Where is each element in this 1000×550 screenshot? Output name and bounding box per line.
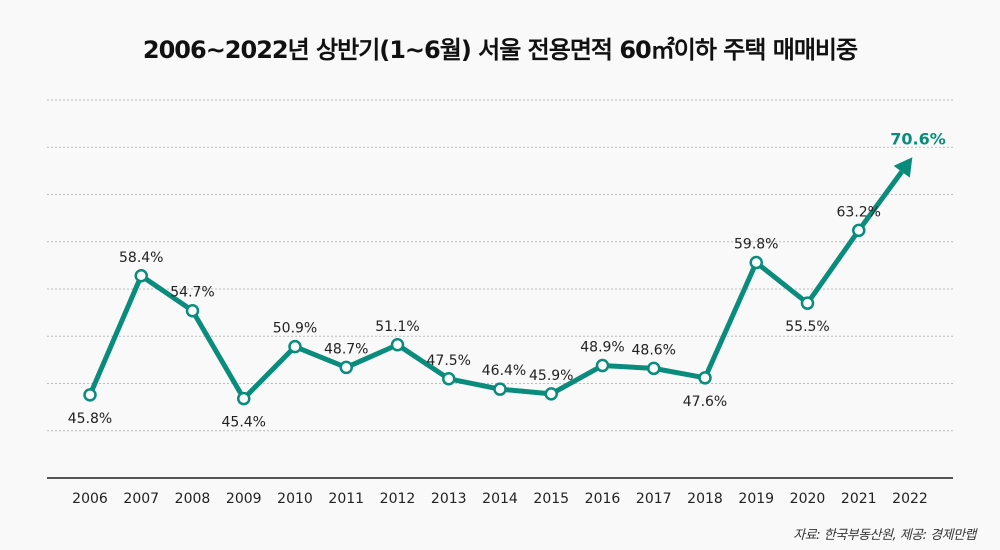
data-label: 47.5% [427, 353, 471, 369]
data-label: 58.4% [119, 250, 163, 266]
data-label: 70.6% [890, 129, 946, 148]
data-point [493, 382, 507, 396]
data-point [749, 255, 763, 270]
x-tick-label: 2018 [687, 491, 723, 507]
data-point [83, 388, 97, 402]
x-tick-label: 2019 [738, 491, 774, 507]
data-label: 59.8% [734, 237, 778, 253]
x-tick-label: 2011 [328, 491, 364, 507]
data-point [390, 338, 405, 352]
data-label: 51.1% [375, 319, 419, 335]
data-point [595, 358, 610, 373]
x-tick-label: 2021 [841, 491, 877, 507]
data-label: 48.6% [632, 342, 676, 358]
x-tick-label: 2009 [226, 491, 262, 507]
x-tick-label: 2010 [277, 491, 313, 507]
x-tick-label: 2020 [790, 491, 826, 507]
data-point [339, 360, 353, 375]
source-note: 자료: 한국부동산원, 제공: 경제만랩 [793, 528, 976, 543]
x-tick-label: 2014 [482, 491, 518, 507]
data-point [288, 339, 302, 354]
data-label: 48.9% [580, 340, 624, 356]
data-label: 54.7% [170, 285, 214, 301]
x-tick-label: 2007 [123, 491, 159, 507]
data-label: 46.4% [482, 363, 526, 379]
x-tick-label: 2016 [585, 491, 621, 507]
data-point [134, 269, 148, 283]
data-point [185, 303, 200, 318]
x-tick-label: 2008 [175, 491, 211, 507]
x-tick-label: 2022 [892, 491, 928, 507]
x-tick-label: 2006 [72, 491, 108, 507]
data-point [647, 361, 661, 376]
data-label: 45.9% [529, 368, 573, 384]
data-point [698, 371, 712, 385]
arrowhead-icon [893, 157, 913, 178]
x-tick-label: 2012 [380, 491, 416, 507]
data-label: 48.7% [324, 341, 368, 357]
data-point [442, 372, 456, 386]
data-point [800, 296, 815, 310]
x-tick-label: 2017 [636, 491, 672, 507]
data-label: 45.4% [222, 415, 266, 431]
x-tick-label: 2013 [431, 491, 467, 507]
data-point [544, 387, 558, 401]
data-label: 45.8% [68, 411, 112, 427]
data-label: 63.2% [837, 204, 881, 220]
data-label: 47.6% [683, 394, 727, 410]
x-tick-label: 2015 [533, 491, 569, 507]
data-label: 50.9% [273, 321, 317, 337]
data-point [852, 223, 866, 238]
data-point [237, 391, 251, 406]
chart-title: 2006~2022년 상반기(1~6월) 서울 전용면적 60㎡이하 주택 매매… [142, 36, 858, 64]
data-label: 55.5% [785, 319, 829, 335]
